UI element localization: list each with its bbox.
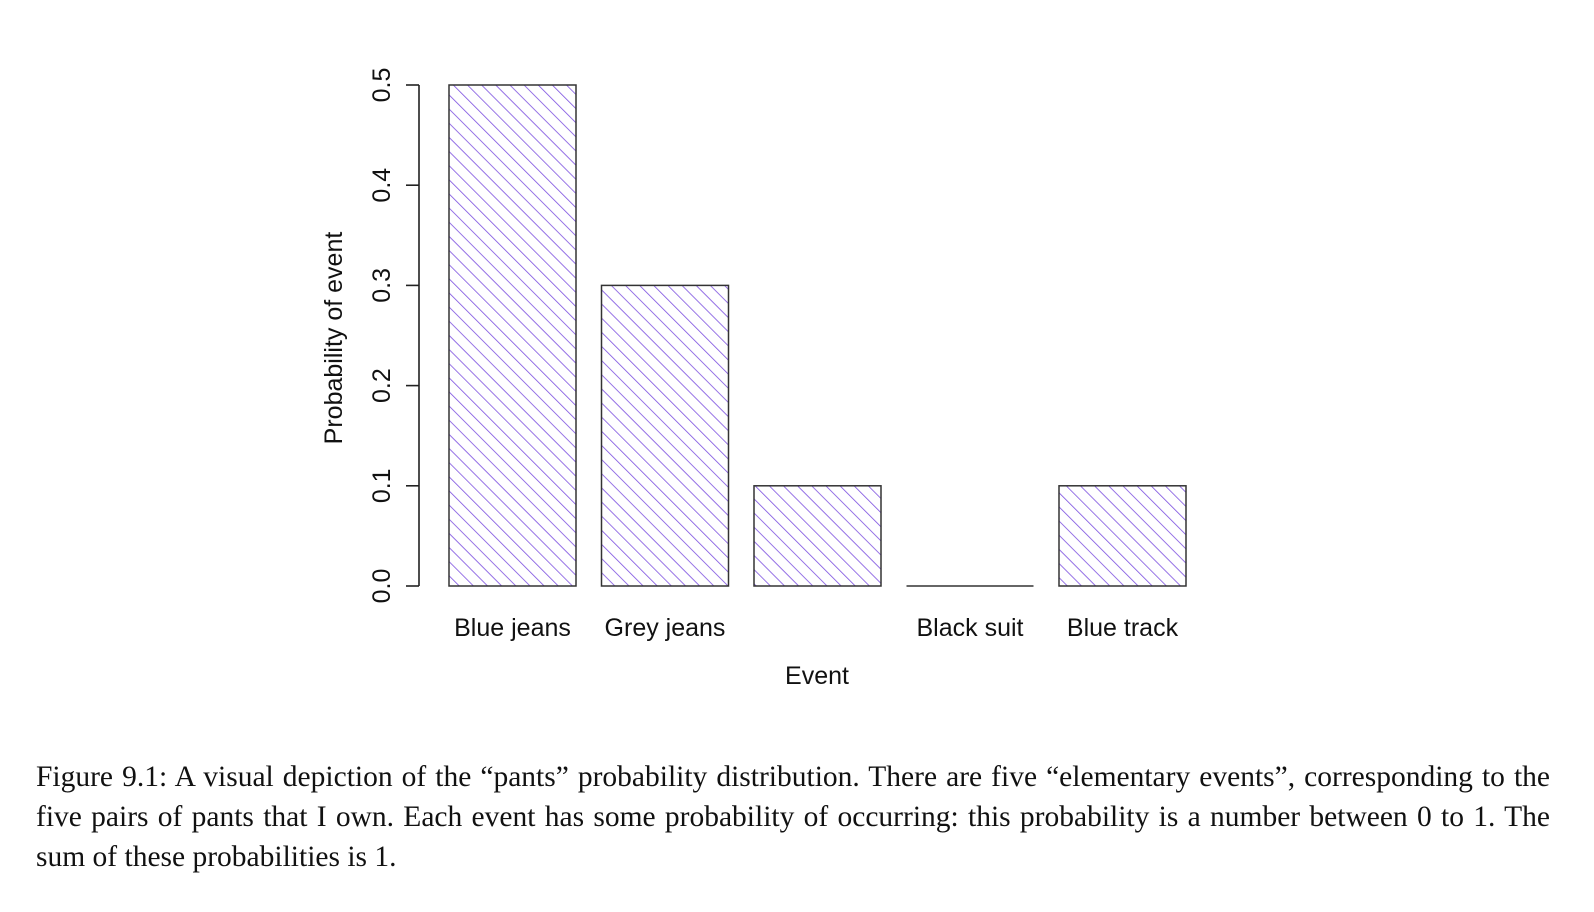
x-tick-label: Blue jeans — [454, 614, 571, 642]
bar — [1058, 485, 1187, 587]
x-tick-label: Black suit — [917, 614, 1024, 642]
bar — [753, 485, 882, 587]
y-axis-label: Probability of event — [320, 232, 348, 445]
bar — [448, 84, 577, 587]
x-axis-label: Event — [785, 662, 849, 690]
y-tick-label: 0.2 — [368, 368, 396, 403]
y-tick-label: 0.3 — [368, 268, 396, 303]
figure-caption: Figure 9.1: A visual depiction of the “p… — [36, 761, 1550, 873]
y-tick-label: 0.5 — [368, 68, 396, 103]
bar — [600, 284, 730, 587]
y-tick-label: 0.0 — [368, 569, 396, 604]
y-tick-label: 0.1 — [368, 468, 396, 503]
bars — [448, 84, 1187, 587]
x-tick-label: Grey jeans — [605, 614, 726, 642]
y-tick-label: 0.4 — [368, 168, 396, 203]
y-axis: 0.0 0.1 0.2 0.3 0.4 0.5 — [368, 68, 420, 604]
x-tick-labels: Blue jeans Grey jeans Black suit Blue track — [454, 614, 1178, 642]
x-tick-label: Blue track — [1067, 614, 1179, 642]
